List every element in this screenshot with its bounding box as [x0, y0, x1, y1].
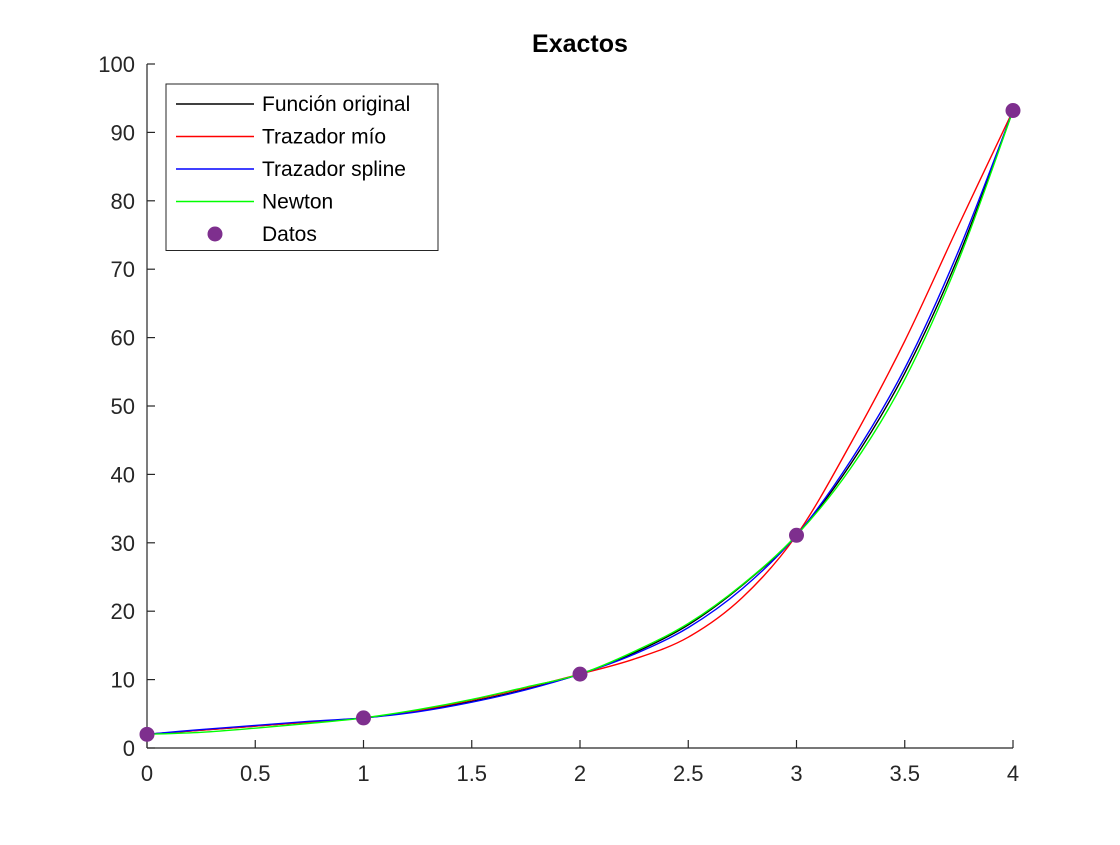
x-tick-label: 1.5: [456, 761, 487, 786]
legend: Función original Trazador mío Trazador spl…: [165, 83, 439, 251]
y-tick-label: 30: [111, 531, 135, 556]
y-tick-label: 0: [123, 736, 135, 761]
legend-label-datos: Datos: [262, 223, 317, 246]
y-tick-label: 80: [111, 189, 135, 214]
y-tick-label: 90: [111, 120, 135, 145]
plot-area: [139, 103, 1021, 742]
y-tick-label: 50: [111, 394, 135, 419]
data-point: [356, 710, 371, 726]
x-tick-label: 3: [790, 761, 802, 786]
x-tick-label: 2: [574, 761, 586, 786]
data-point: [789, 527, 804, 543]
legend-box: [165, 83, 439, 251]
data-point: [139, 726, 155, 742]
chart-title: Exactos: [532, 30, 628, 58]
x-tick-label: 0: [141, 761, 153, 786]
legend-swatch-datos: [207, 226, 223, 242]
legend-label-trazador-m-o: Trazador mío: [262, 126, 386, 149]
x-tick-label: 2.5: [673, 761, 704, 786]
x-tick-label: 4: [1007, 761, 1019, 786]
legend-label-newton: Newton: [262, 191, 333, 214]
legend-label-trazador-spline: Trazador spline: [262, 158, 406, 181]
series-line-trazador-spline: [146, 110, 1014, 736]
y-tick-label: 100: [98, 52, 135, 77]
y-tick-label: 40: [111, 462, 135, 487]
x-tick-label: 1: [357, 761, 369, 786]
legend-label-funci-n-original: Función original: [262, 93, 410, 116]
series-line-newton: [146, 110, 1014, 736]
data-point: [1005, 103, 1021, 119]
y-tick-label: 70: [111, 257, 135, 282]
y-tick-label: 20: [111, 599, 135, 624]
data-point: [572, 666, 588, 682]
x-tick-label: 0.5: [240, 761, 271, 786]
y-tick-label: 10: [111, 668, 135, 693]
y-tick-label: 60: [111, 326, 135, 351]
x-tick-label: 3.5: [889, 761, 920, 786]
